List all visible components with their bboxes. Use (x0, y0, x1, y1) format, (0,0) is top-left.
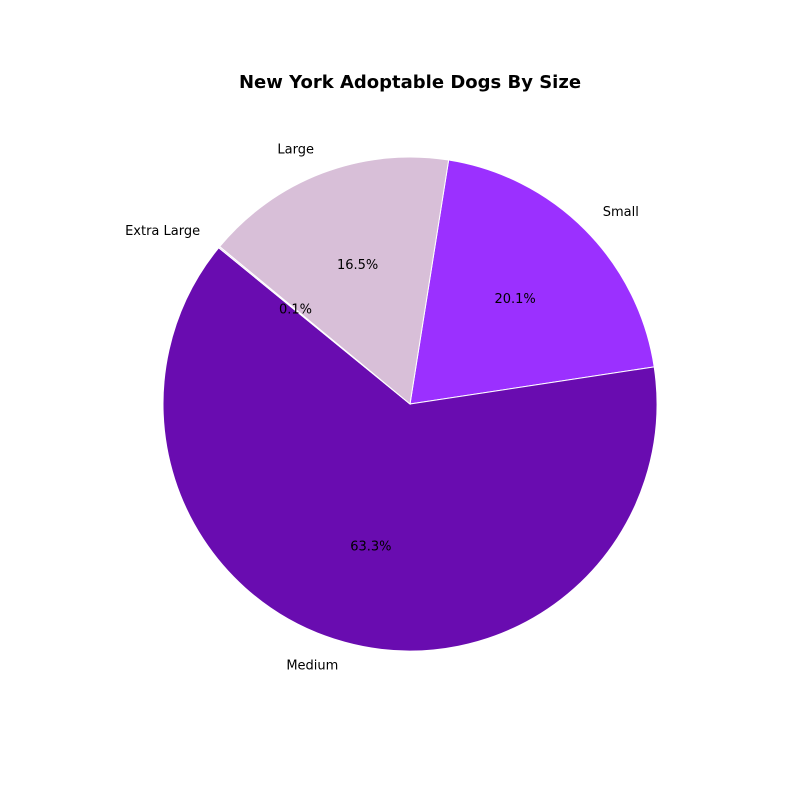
slice-label-large: Large (277, 142, 314, 157)
pie-slice-large (218, 156, 450, 405)
slice-labels: Small 20.1% Medium 63.3% Extra Large 0.1% Larg… (125, 142, 639, 673)
pie-slices (162, 156, 658, 652)
slice-percent-extra-large: 0.1% (279, 302, 312, 317)
pie-slice-small (409, 159, 655, 405)
slice-label-small: Small (603, 205, 639, 220)
slice-label-extra-large: Extra Large (125, 224, 200, 239)
slice-percent-large: 16.5% (337, 258, 378, 273)
slice-percent-small: 20.1% (494, 292, 535, 307)
slice-label-medium: Medium (286, 659, 338, 674)
slice-percent-medium: 63.3% (350, 539, 391, 554)
chart-title: New York Adoptable Dogs By Size (239, 72, 581, 93)
pie-slice-medium (162, 247, 658, 652)
